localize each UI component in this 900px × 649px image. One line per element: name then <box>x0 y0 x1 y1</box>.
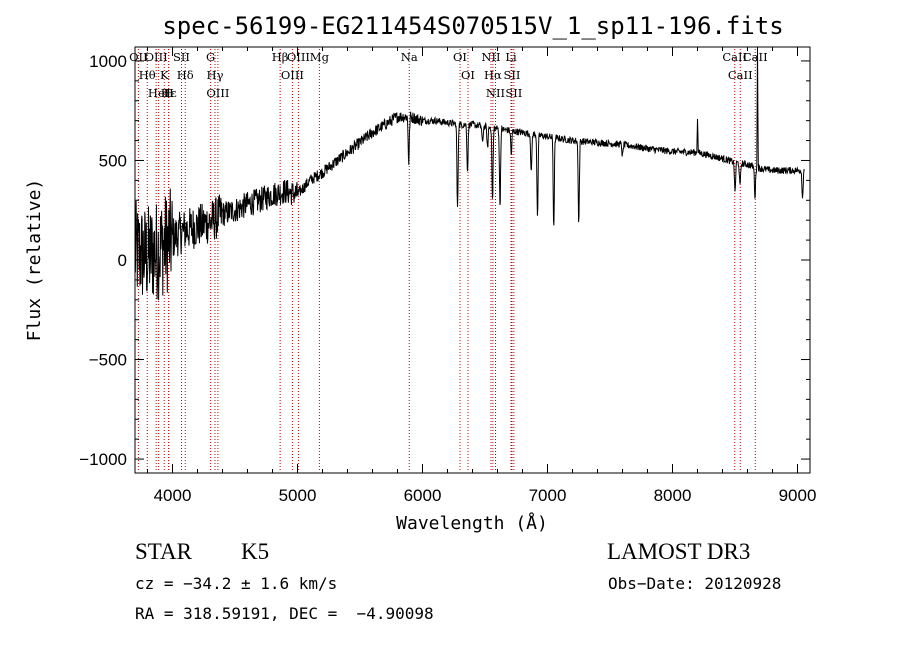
redshift-readout: cz = −34.2 ± 1.6 km/s <box>135 574 338 593</box>
observation-date: Obs−Date: 20120928 <box>608 574 782 593</box>
line-label: OI <box>453 50 467 64</box>
line-label: Hδ <box>177 68 194 82</box>
line-label: HeI <box>148 86 169 100</box>
line-label: OIII <box>145 50 168 64</box>
object-subclass: K5 <box>241 539 270 564</box>
line-label: Hε <box>161 86 177 100</box>
line-label: NII <box>486 86 505 100</box>
line-label: Na <box>401 50 418 64</box>
line-label: NII <box>481 50 500 64</box>
line-label: Hγ <box>207 68 224 82</box>
line-label: K <box>160 68 169 82</box>
line-label: Hα <box>484 68 502 82</box>
x-tick-label: 8000 <box>654 486 692 505</box>
line-label: Hθ <box>139 68 156 82</box>
line-label: OIII <box>287 50 310 64</box>
line-label: CaII <box>743 50 768 64</box>
line-label: CaII <box>728 68 753 82</box>
x-tick-label: 5000 <box>279 486 317 505</box>
spectral-line-markers <box>137 49 756 471</box>
line-label: OIII <box>206 86 229 100</box>
plot-frame <box>134 46 811 474</box>
y-tick-label: −500 <box>89 351 127 370</box>
line-label: Mg <box>310 50 330 64</box>
line-label: CaII <box>722 50 747 64</box>
x-tick-label: 4000 <box>154 486 192 505</box>
line-label: SII <box>173 50 190 64</box>
line-label: G <box>206 50 215 64</box>
y-axis-ticks: −1000 −500 0 500 1000 <box>79 52 810 469</box>
coordinates-readout: RA = 318.59191, DEC = −4.90098 <box>135 604 434 623</box>
chart-title: spec-56199-EG211454S070515V_1_sp11-196.f… <box>162 12 783 40</box>
line-label: Li <box>505 50 517 64</box>
x-tick-label: 6000 <box>404 486 442 505</box>
x-tick-label: 9000 <box>779 486 817 505</box>
line-label: H <box>164 86 174 100</box>
spectrum-trace <box>134 46 805 301</box>
y-tick-label: 500 <box>99 151 127 170</box>
line-label: OIII <box>281 68 304 82</box>
x-axis-label: Wavelength (Å) <box>396 512 548 534</box>
x-tick-label: 7000 <box>529 486 567 505</box>
y-axis-label: Flux (relative) <box>24 179 45 342</box>
survey-name: LAMOST DR3 <box>607 539 751 564</box>
line-label: SII <box>505 86 522 100</box>
line-label: SII <box>504 68 521 82</box>
y-tick-label: −1000 <box>79 450 127 469</box>
y-tick-label: 1000 <box>89 52 127 71</box>
line-label: OI <box>461 68 475 82</box>
y-tick-label: 0 <box>118 251 127 270</box>
object-class: STAR <box>135 539 192 564</box>
x-axis-ticks: 4000 5000 6000 7000 8000 9000 <box>147 47 817 505</box>
line-label: Hβ <box>272 50 289 64</box>
